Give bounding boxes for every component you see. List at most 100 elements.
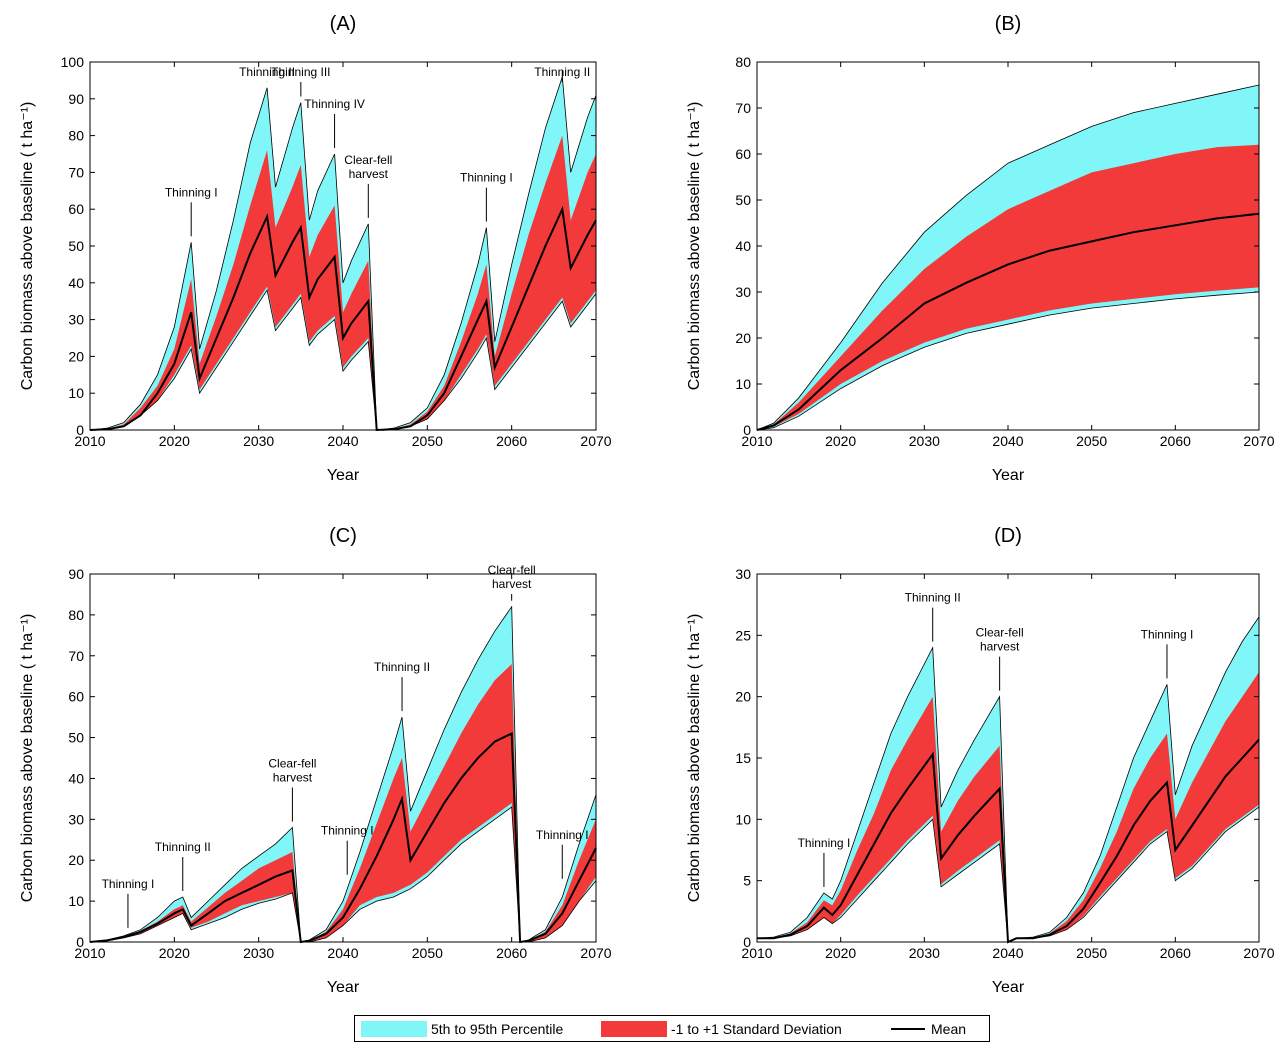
y-tick-label: 10 [68, 385, 84, 401]
percentile-lower-line [756, 291, 1260, 431]
panel-d: 2010 2020 2030 2040 2050 2060 2070 0 5 10 15 20 25 30… [686, 525, 1275, 996]
y-tick-label: 60 [735, 146, 751, 162]
x-tick-label: 2020 [825, 945, 856, 961]
y-tick-label: 25 [735, 627, 751, 643]
x-tick-label: 2060 [496, 945, 527, 961]
y-tick-label: 60 [68, 689, 84, 705]
y-tick-label: 20 [68, 348, 84, 364]
legend: 5th to 95th Percentile -1 to +1 Standard… [354, 1015, 990, 1042]
legend-item-stddev: -1 to +1 Standard Deviation [601, 1021, 842, 1037]
x-tick-label: 2010 [74, 945, 105, 961]
annotation-label: Thinning III [271, 65, 330, 79]
x-tick-label: 2070 [580, 433, 611, 449]
annotation-label: Thinning II [534, 65, 590, 79]
x-tick-label: 2020 [825, 433, 856, 449]
x-tick-label: 2020 [159, 433, 190, 449]
y-tick-label: 80 [68, 128, 84, 144]
y-tick-label: 0 [76, 934, 84, 950]
legend-swatch-percentile [361, 1021, 427, 1037]
plot-area [90, 574, 596, 942]
y-tick-label: 40 [735, 238, 751, 254]
y-tick-label: 80 [735, 54, 751, 70]
x-tick-label: 2020 [159, 945, 190, 961]
y-axis-label: Carbon biomass above baseline ( t ha⁻¹) [19, 102, 36, 391]
y-tick-label: 0 [743, 934, 751, 950]
panel-c: 2010 2020 2030 2040 2050 2060 2070010203040506… [19, 525, 612, 996]
x-tick-label: 2010 [74, 433, 105, 449]
x-tick-label: 2040 [327, 945, 358, 961]
legend-line-mean [891, 1028, 925, 1030]
y-tick-label: 20 [68, 852, 84, 868]
legend-label-percentile: 5th to 95th Percentile [431, 1021, 564, 1037]
y-tick-label: 20 [735, 330, 751, 346]
y-tick-label: 40 [68, 275, 84, 291]
x-axis-label: Year [327, 979, 360, 996]
panel-a: 2010 2020 2030 2040 2050 2060 2070010203040506… [19, 13, 612, 484]
y-tick-label: 10 [68, 893, 84, 909]
panel-b: 2010 2020 2030 2040 2050 2060 2070010203040506… [686, 13, 1275, 484]
y-tick-label: 10 [735, 376, 751, 392]
annotation-label: Thinning II [239, 65, 295, 79]
percentile-upper-line [756, 84, 1260, 431]
x-tick-label: 2050 [412, 433, 443, 449]
legend-item-percentile: 5th to 95th Percentile [361, 1021, 563, 1037]
percentile-band [90, 606, 596, 942]
x-tick-label: 2050 [1076, 433, 1107, 449]
annotation-label: Clear-fell [976, 626, 1024, 640]
annotation-label: Thinning I [798, 836, 851, 850]
panel-title: (A) [330, 13, 357, 35]
y-tick-label: 30 [735, 566, 751, 582]
legend-label-stddev: -1 to +1 Standard Deviation [671, 1021, 842, 1037]
annotation-label: harvest [492, 577, 532, 591]
x-tick-label: 2050 [1076, 945, 1107, 961]
x-tick-label: 2030 [909, 945, 940, 961]
x-tick-label: 2030 [243, 433, 274, 449]
y-tick-label: 100 [61, 54, 85, 70]
y-axis-label: Carbon biomass above baseline ( t ha⁻¹) [686, 614, 703, 903]
annotation-label: Clear-fell [488, 563, 536, 577]
panel-title: (B) [995, 13, 1022, 35]
y-tick-label: 30 [735, 284, 751, 300]
mean-line [89, 205, 597, 432]
y-tick-label: 90 [68, 566, 84, 582]
y-tick-label: 40 [68, 770, 84, 786]
x-tick-label: 2060 [1160, 945, 1191, 961]
panel-title: (D) [994, 525, 1022, 547]
stddev-band [757, 144, 1259, 431]
x-tick-label: 2030 [243, 945, 274, 961]
y-tick-label: 70 [735, 100, 751, 116]
y-axis-label: Carbon biomass above baseline ( t ha⁻¹) [19, 614, 36, 903]
y-axis-label: Carbon biomass above baseline ( t ha⁻¹) [686, 102, 703, 391]
y-tick-label: 15 [735, 750, 751, 766]
y-tick-label: 10 [735, 811, 751, 827]
y-tick-label: 0 [76, 422, 84, 438]
x-tick-label: 2070 [1243, 433, 1274, 449]
percentile-lower-line [90, 289, 597, 431]
y-tick-label: 50 [68, 238, 84, 254]
percentile-lower-line [89, 806, 597, 943]
annotation-label: Thinning I [321, 824, 374, 838]
annotation-label: harvest [980, 640, 1020, 654]
y-tick-label: 20 [735, 689, 751, 705]
annotation-label: Thinning II [374, 660, 430, 674]
y-tick-label: 50 [735, 192, 751, 208]
y-tick-label: 80 [68, 607, 84, 623]
annotation-label: Clear-fell [344, 153, 392, 167]
annotation-label: Thinning I [102, 877, 155, 891]
x-tick-label: 2070 [580, 945, 611, 961]
annotation-label: harvest [349, 167, 389, 181]
x-tick-label: 2010 [741, 945, 772, 961]
annotation-label: Thinning I [536, 828, 589, 842]
y-tick-label: 5 [743, 873, 751, 889]
y-tick-label: 30 [68, 312, 84, 328]
stddev-band [757, 672, 1259, 942]
y-tick-label: 70 [68, 648, 84, 664]
annotation-label: Thinning II [155, 840, 211, 854]
annotation-label: Thinning IV [304, 97, 365, 111]
x-tick-label: 2040 [992, 945, 1023, 961]
annotation-label: Thinning I [1141, 627, 1194, 641]
y-tick-label: 30 [68, 811, 84, 827]
stddev-band [90, 664, 596, 942]
x-tick-label: 2060 [496, 433, 527, 449]
